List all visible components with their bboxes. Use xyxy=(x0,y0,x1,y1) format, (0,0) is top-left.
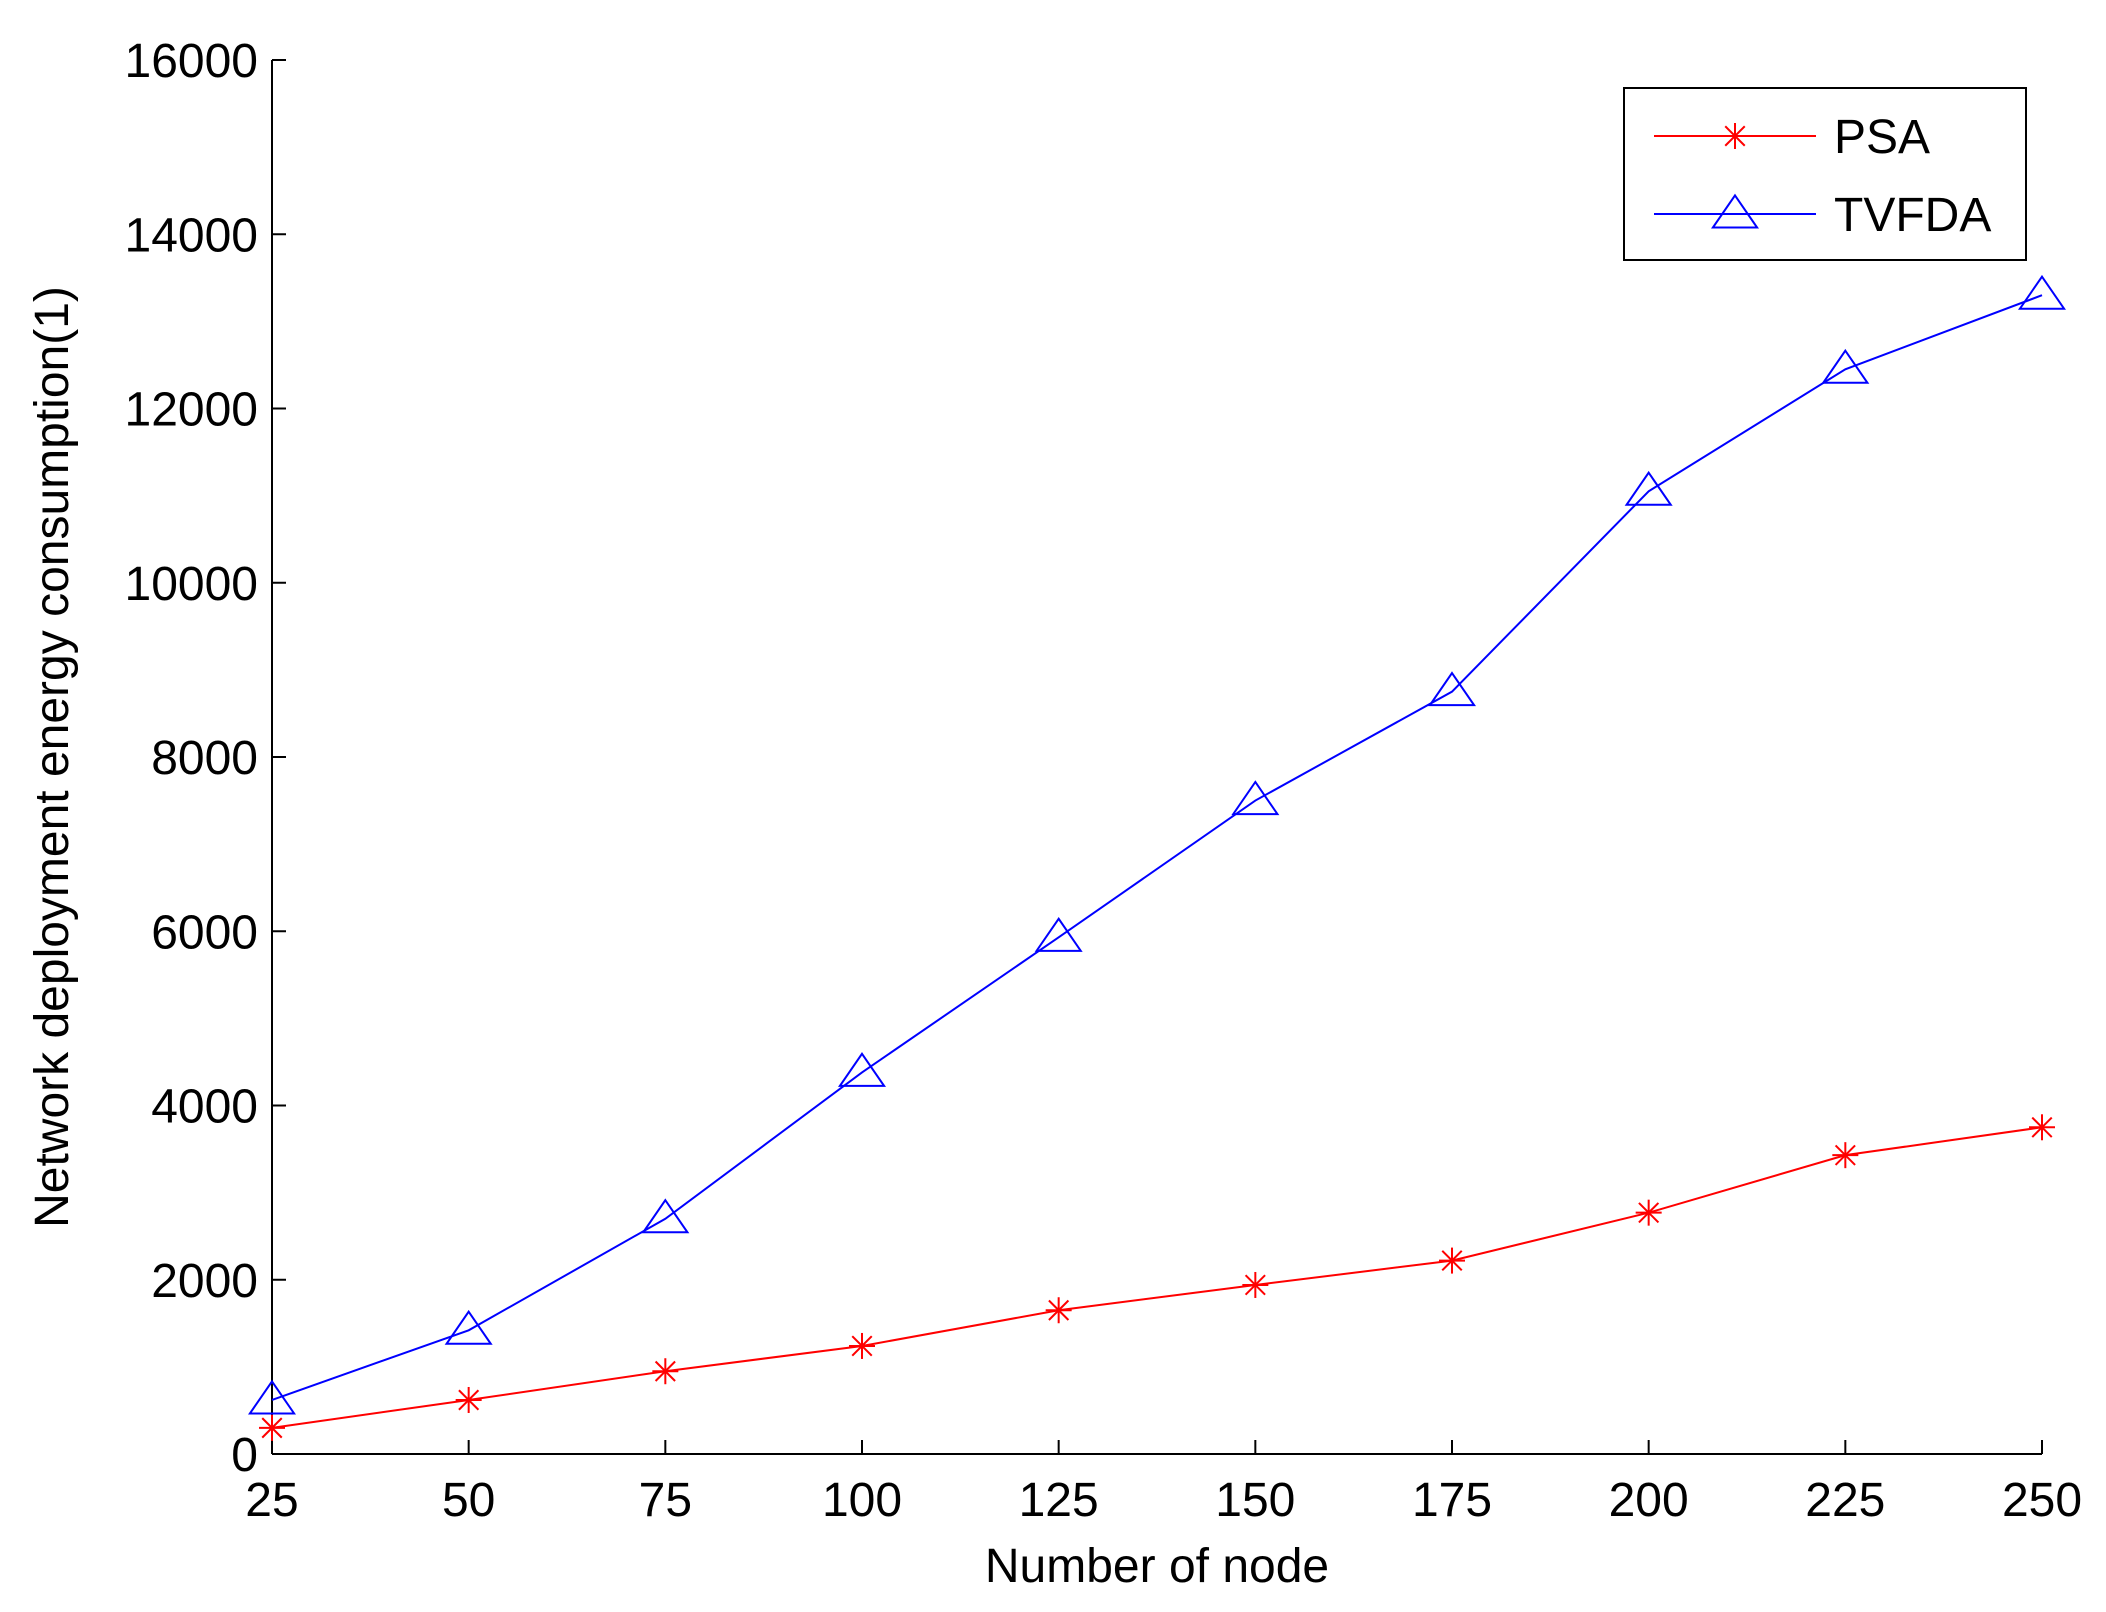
x-tick-label: 175 xyxy=(1412,1474,1492,1527)
y-tick-label: 12000 xyxy=(125,384,258,437)
y-tick-label: 0 xyxy=(231,1429,258,1482)
data-point-tvfda xyxy=(247,1379,297,1415)
y-tick-label: 10000 xyxy=(125,558,258,611)
data-point-tvfda xyxy=(1427,671,1477,707)
data-point-tvfda xyxy=(641,1198,690,1234)
x-tick-label: 100 xyxy=(822,1474,902,1527)
data-point-psa xyxy=(1635,1199,1662,1226)
series-line-psa xyxy=(271,1126,2043,1429)
data-point-psa xyxy=(1242,1271,1269,1298)
x-tick-label: 250 xyxy=(2002,1474,2082,1527)
legend-box xyxy=(1623,87,2027,261)
x-tick-label: 200 xyxy=(1609,1474,1689,1527)
y-axis-label: Network deployment energy consumption(1) xyxy=(26,286,79,1228)
x-tick-label: 25 xyxy=(245,1474,298,1527)
data-point-tvfda xyxy=(1624,470,1673,506)
series-line-tvfda xyxy=(271,294,2043,1401)
data-point-tvfda xyxy=(837,1052,887,1087)
legend-label-tvfda: TVFDA xyxy=(1834,189,1991,242)
data-point-psa xyxy=(1832,1142,1859,1169)
y-tick-label: 8000 xyxy=(151,732,258,785)
series-tvfda xyxy=(247,274,2067,1415)
y-tick-label: 14000 xyxy=(125,209,258,262)
legend-label-psa: PSA xyxy=(1834,111,1930,164)
x-tick-label: 150 xyxy=(1215,1474,1295,1527)
series-psa xyxy=(259,1114,2055,1441)
data-point-tvfda xyxy=(1034,916,1083,952)
y-tick-label: 6000 xyxy=(151,906,258,959)
data-point-psa xyxy=(1439,1247,1465,1274)
x-tick-label: 50 xyxy=(442,1474,495,1527)
data-point-tvfda xyxy=(1231,780,1280,816)
data-point-psa xyxy=(652,1358,679,1385)
x-tick-label: 125 xyxy=(1019,1474,1099,1527)
legend-marker-tvfda xyxy=(1710,193,1760,229)
axes: 25 50 75 100 125 150 175 200 225 250 0 2000 4000 6000… xyxy=(125,35,2083,1527)
data-point-tvfda xyxy=(1821,348,1870,384)
data-point-psa xyxy=(1045,1297,1072,1324)
x-tick-label: 75 xyxy=(639,1474,692,1527)
y-tick-label: 16000 xyxy=(125,35,258,88)
data-point-psa xyxy=(2029,1114,2055,1141)
legend-marker-psa xyxy=(1722,123,1748,149)
data-point-psa xyxy=(849,1332,875,1359)
y-tick-label: 2000 xyxy=(151,1255,258,1308)
x-tick-label: 225 xyxy=(1805,1474,1885,1527)
series-group xyxy=(247,274,2067,1441)
y-tick-label: 4000 xyxy=(151,1081,258,1134)
data-point-psa xyxy=(259,1414,285,1441)
data-point-tvfda xyxy=(444,1309,493,1345)
legend: PSA TVFDA xyxy=(1623,87,2027,261)
legend-entry-psa: PSA xyxy=(1654,111,1930,164)
data-point-tvfda xyxy=(2017,274,2067,310)
legend-entry-tvfda: TVFDA xyxy=(1654,189,1991,242)
data-point-psa xyxy=(455,1386,482,1413)
x-axis-label: Number of node xyxy=(985,1540,1329,1593)
